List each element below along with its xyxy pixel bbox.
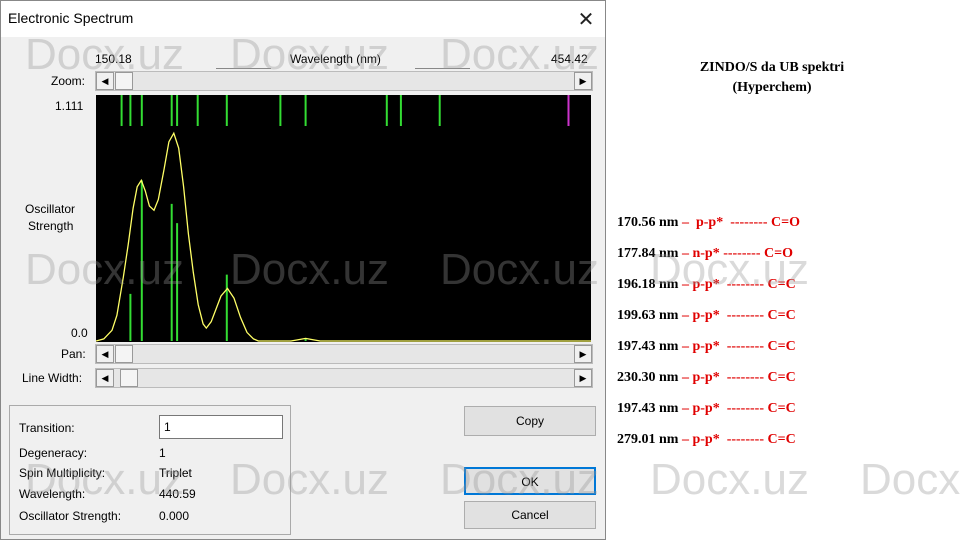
ok-button[interactable]: OK xyxy=(464,467,596,495)
separator: – xyxy=(678,215,693,230)
transition-type: p-p* xyxy=(692,308,720,323)
wavelength: 170.56 nm xyxy=(617,215,679,230)
wavelength: 177.84 nm xyxy=(617,246,679,261)
transition-note: 197.43 nm – p-p* -------- C=C xyxy=(617,401,796,417)
notes-panel: ZINDO/S da UB spektri (Hyperchem) 170.56… xyxy=(612,0,960,540)
y-min-label: 0.0 xyxy=(71,326,88,340)
scroll-left-icon[interactable]: ◀ xyxy=(96,345,114,363)
transition-type: p-p* xyxy=(692,339,720,354)
zoom-scrollbar[interactable]: ◀ ▶ xyxy=(95,71,593,91)
x-min-label: 150.18 xyxy=(95,52,132,66)
transition-note: 199.63 nm – p-p* -------- C=C xyxy=(617,308,796,324)
transition-note: 197.43 nm – p-p* -------- C=C xyxy=(617,339,796,355)
divider xyxy=(415,68,470,69)
dash-line: -------- xyxy=(719,370,768,385)
dash-line: -------- xyxy=(719,339,768,354)
transition-type: p-p* xyxy=(692,432,720,447)
copy-button[interactable]: Copy xyxy=(464,406,596,436)
wavelength: 279.01 nm xyxy=(617,432,679,447)
transition-note: 177.84 nm – n-p* -------- C=O xyxy=(617,246,793,262)
scroll-thumb[interactable] xyxy=(115,72,133,90)
y-axis-label: Strength xyxy=(28,219,74,233)
transition-note: 230.30 nm – p-p* -------- C=C xyxy=(617,370,796,386)
wavelength: 196.18 nm xyxy=(617,277,679,292)
transition-details xyxy=(9,405,291,535)
dash-line: -------- xyxy=(719,432,768,447)
spectrum-curve[interactable] xyxy=(96,131,591,342)
x-max-label: 454.42 xyxy=(551,52,588,66)
wavelength-value: 440.59 xyxy=(159,487,196,501)
close-icon[interactable]: ✕ xyxy=(577,9,595,31)
transition-type: p-p* xyxy=(692,370,720,385)
scroll-right-icon[interactable]: ▶ xyxy=(574,345,592,363)
oscillator-strength-label: Oscillator Strength: xyxy=(19,509,122,523)
oscillator-strength-value: 0.000 xyxy=(159,509,190,523)
bond-type: C=C xyxy=(767,432,796,447)
dash-line: -------- xyxy=(719,277,768,292)
bond-type: C=C xyxy=(767,308,796,323)
separator: – xyxy=(678,277,693,292)
pan-label: Pan: xyxy=(61,347,86,361)
line-width-scrollbar[interactable]: ◀ ▶ xyxy=(95,368,593,388)
wavelength: 197.43 nm xyxy=(617,339,679,354)
separator: – xyxy=(678,401,693,416)
electronic-spectrum-dialog: Electronic Spectrum ✕ 150.18 Wavelength … xyxy=(0,0,606,540)
separator: – xyxy=(678,308,693,323)
spin-label: Spin Multiplicity: xyxy=(19,466,106,480)
heading-line: ZINDO/S da UB spektri xyxy=(699,60,845,75)
y-axis-label: Oscillator xyxy=(25,202,76,216)
bond-type: C=C xyxy=(767,277,796,292)
degeneracy-label: Degeneracy: xyxy=(19,446,88,460)
pan-scrollbar[interactable]: ◀ ▶ xyxy=(95,344,593,364)
window-title: Electronic Spectrum xyxy=(8,10,134,26)
heading-line: (Hyperchem) xyxy=(732,80,812,95)
transition-note: 170.56 nm – p-p* -------- C=O xyxy=(617,215,800,231)
zoom-label: Zoom: xyxy=(51,74,86,88)
spin-value: Triplet xyxy=(159,466,192,480)
scroll-thumb[interactable] xyxy=(120,369,138,387)
transition-note: 279.01 nm – p-p* -------- C=C xyxy=(617,432,796,448)
y-max-label: 1.111 xyxy=(55,99,84,113)
degeneracy-value: 1 xyxy=(159,446,166,460)
bond-type: C=C xyxy=(767,370,796,385)
scroll-left-icon[interactable]: ◀ xyxy=(96,72,114,90)
x-axis-label: Wavelength (nm) xyxy=(290,52,381,66)
cancel-button[interactable]: Cancel xyxy=(464,501,596,529)
transition-type: n-p* xyxy=(692,246,720,261)
notes-heading: ZINDO/S da UB spektri (Hyperchem) xyxy=(642,58,902,98)
scroll-left-icon[interactable]: ◀ xyxy=(96,369,114,387)
wavelength: 197.43 nm xyxy=(617,401,679,416)
transition-note: 196.18 nm – p-p* -------- C=C xyxy=(617,277,796,293)
scroll-right-icon[interactable]: ▶ xyxy=(574,72,592,90)
spectrum-plot[interactable] xyxy=(96,95,591,342)
bond-type: C=C xyxy=(767,401,796,416)
dash-line: -------- xyxy=(719,246,764,261)
bond-type: C=C xyxy=(767,339,796,354)
transition-type: p-p* xyxy=(692,401,720,416)
transition-type: p-p* xyxy=(692,215,724,230)
wavelength-label: Wavelength: xyxy=(19,487,86,501)
title-bar: Electronic Spectrum ✕ xyxy=(1,1,605,37)
separator: – xyxy=(678,370,693,385)
dash-line: -------- xyxy=(719,401,768,416)
separator: – xyxy=(678,246,693,261)
dash-line: -------- xyxy=(723,215,771,230)
wavelength: 199.63 nm xyxy=(617,308,679,323)
line-width-label: Line Width: xyxy=(22,371,83,385)
wavelength: 230.30 nm xyxy=(617,370,679,385)
transition-input[interactable]: 1 xyxy=(159,415,283,439)
scroll-thumb[interactable] xyxy=(115,345,133,363)
bond-type: C=O xyxy=(770,215,800,230)
separator: – xyxy=(678,432,693,447)
bond-type: C=O xyxy=(763,246,793,261)
scroll-right-icon[interactable]: ▶ xyxy=(574,369,592,387)
divider xyxy=(216,68,271,69)
dash-line: -------- xyxy=(719,308,768,323)
separator: – xyxy=(678,339,693,354)
transition-label: Transition: xyxy=(19,421,75,435)
transition-type: p-p* xyxy=(692,277,720,292)
